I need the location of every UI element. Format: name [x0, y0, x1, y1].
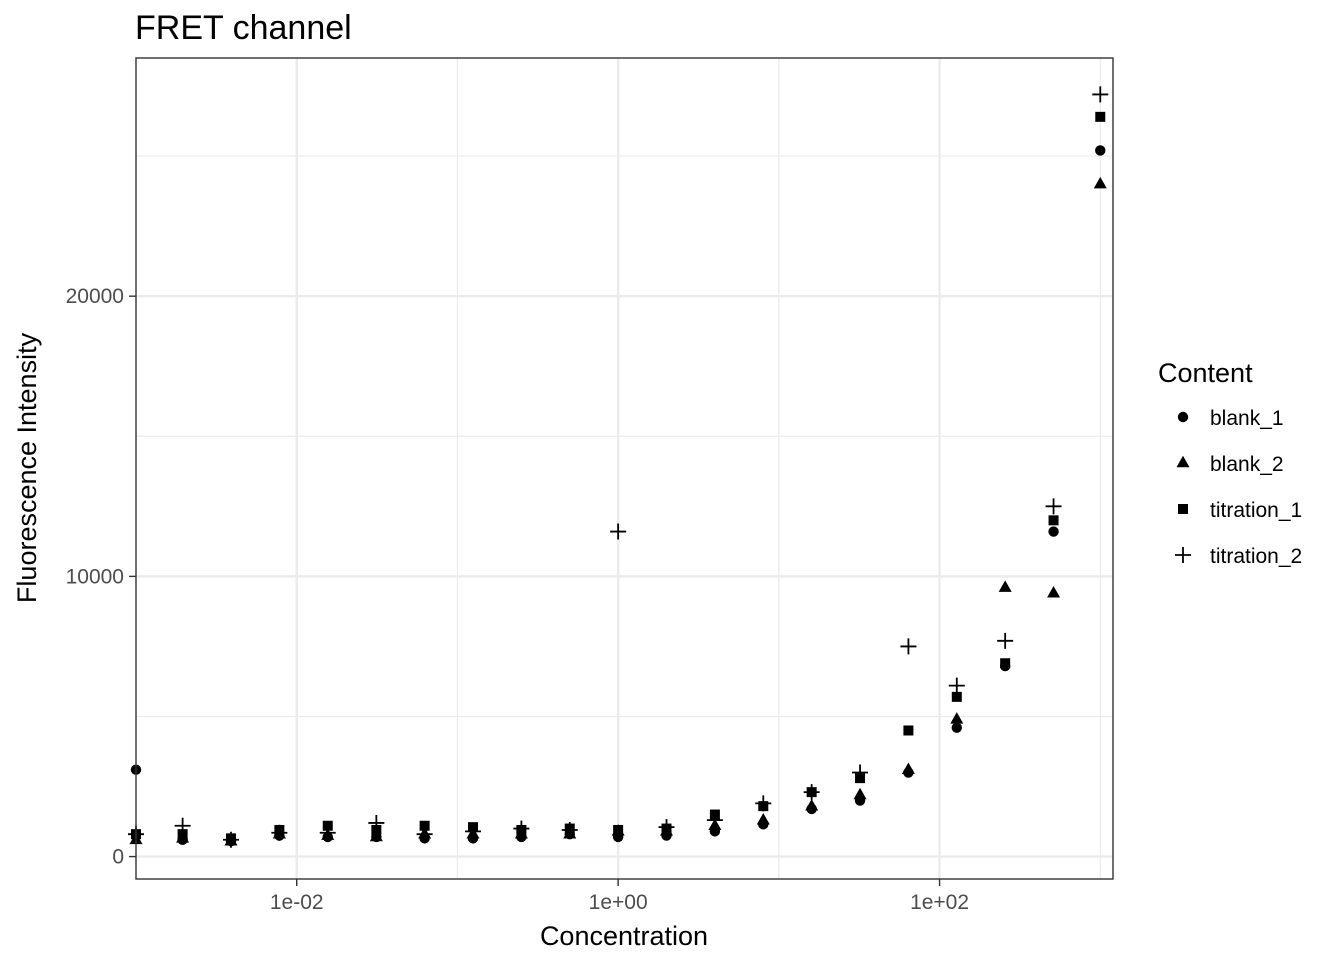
x-tick-label: 1e+02: [910, 891, 969, 914]
legend-item-titration_1: titration_1: [1178, 499, 1302, 522]
point-titration_1: [177, 829, 188, 840]
chart-title: FRET channel: [135, 9, 352, 47]
legend-label: titration_2: [1210, 545, 1302, 568]
point-titration_2: [803, 784, 820, 801]
point-titration_2: [755, 795, 772, 812]
point-titration_2: [852, 764, 869, 781]
legend-item-blank_1: blank_1: [1177, 407, 1284, 430]
point-titration_1: [1000, 658, 1011, 669]
legend-marker-blank_1: [1177, 411, 1189, 423]
point-blank_2: [1093, 176, 1107, 189]
point-blank_2: [805, 798, 819, 811]
point-blank_2: [756, 812, 770, 825]
y-tick-label: 10000: [66, 565, 124, 588]
point-blank_2: [998, 580, 1012, 592]
panel-background: [136, 58, 1113, 879]
x-tick-label: 1e+00: [589, 891, 648, 914]
point-titration_2: [610, 523, 627, 540]
point-titration_2: [513, 820, 530, 837]
legend-item-blank_2: blank_2: [1176, 453, 1284, 476]
point-titration_2: [1092, 86, 1109, 103]
x-axis-title: Concentration: [540, 921, 708, 951]
legend-marker-blank_2: [1176, 455, 1190, 468]
legend: Content blank_1 blank_2 titration_1titrati…: [1158, 358, 1302, 568]
panel-border: [135, 57, 1114, 880]
point-titration_1: [419, 820, 430, 831]
point-blank_1: [1048, 526, 1059, 537]
x-tick-label: 1e-02: [270, 891, 324, 914]
point-blank_2: [853, 787, 867, 800]
legend-marker-titration_2: [1175, 547, 1191, 563]
legend-item-titration_2: titration_2: [1175, 545, 1302, 568]
point-blank_1: [1095, 145, 1106, 156]
point-blank_2: [1047, 585, 1061, 598]
point-titration_2: [1045, 498, 1062, 515]
point-titration_2: [900, 638, 917, 655]
y-axis-title: Fluorescence Intensity: [12, 332, 42, 603]
point-blank_2: [901, 762, 915, 775]
point-titration_2: [561, 821, 578, 838]
point-titration_2: [997, 632, 1014, 649]
point-titration_2: [706, 812, 723, 829]
legend-label: titration_1: [1210, 499, 1302, 522]
point-blank_2: [950, 712, 964, 724]
point-titration_2: [174, 817, 191, 834]
point-titration_2: [222, 831, 239, 848]
point-titration_1: [1048, 515, 1059, 526]
point-blank_2: [369, 829, 383, 842]
point-titration_2: [319, 824, 336, 841]
point-titration_2: [416, 826, 433, 843]
y-tick-label: 0: [112, 846, 124, 869]
point-titration_1: [903, 725, 914, 736]
point-titration_2: [271, 824, 288, 841]
x-axis-ticks: 1e-02 1e+00 1e+02: [270, 879, 969, 914]
point-titration_2: [658, 819, 675, 836]
point-titration_1: [613, 824, 624, 835]
point-titration_1: [951, 691, 962, 702]
point-titration_2: [368, 814, 385, 831]
legend-label: blank_1: [1210, 407, 1284, 430]
y-tick-label: 20000: [66, 285, 124, 308]
grid-lines: [136, 58, 1113, 879]
legend-marker-titration_1: [1178, 504, 1188, 514]
y-axis-ticks: 0 10000 20000: [66, 285, 136, 869]
point-titration_1: [1095, 111, 1106, 122]
point-titration_2: [465, 823, 481, 840]
point-titration_2: [948, 677, 965, 694]
legend-title: Content: [1158, 358, 1253, 388]
legend-label: blank_2: [1210, 453, 1284, 476]
point-blank_1: [951, 722, 962, 733]
